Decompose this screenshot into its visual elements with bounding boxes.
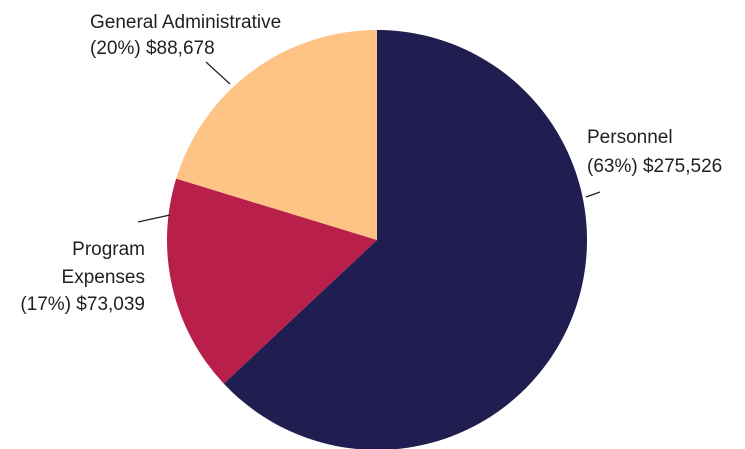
pie-slice-personnel (223, 30, 587, 449)
label-program-expenses-value: (17%) $73,039 (20, 294, 145, 315)
leader-program-expenses (137, 214, 171, 223)
leader-general-administrative (205, 61, 231, 85)
label-personnel-value: (63%) $275,526 (587, 156, 722, 177)
pie-slice-general-administrative (176, 29, 377, 240)
pie-slice-program-expenses (166, 178, 377, 384)
leader-personnel (585, 191, 601, 198)
pie-slices (166, 29, 587, 449)
label-general-administrative-value: (20%) $88,678 (90, 38, 215, 59)
label-personnel-name: Personnel (587, 127, 673, 148)
label-program-expenses-name-line1: Program (72, 239, 145, 260)
label-general-administrative-name: General Administrative (90, 12, 281, 33)
label-program-expenses-name-line2: Expenses (62, 267, 145, 288)
